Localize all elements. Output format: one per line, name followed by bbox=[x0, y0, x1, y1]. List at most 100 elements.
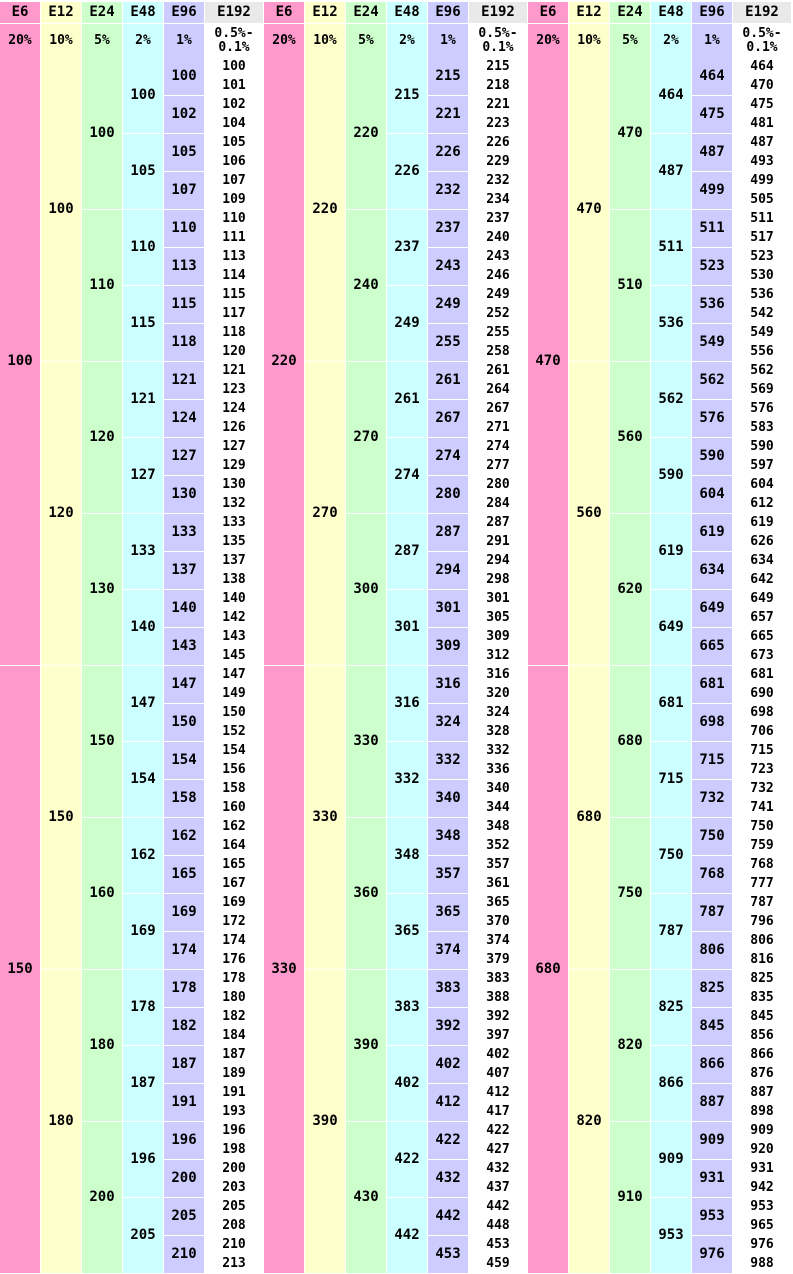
value-e96: 294 bbox=[428, 551, 468, 589]
value-e96: 422 bbox=[428, 1121, 468, 1159]
column-header-e24: E24 bbox=[82, 2, 122, 23]
value-e192: 523 bbox=[733, 247, 791, 266]
value-e48: 332 bbox=[387, 741, 427, 817]
value-e96: 158 bbox=[164, 779, 204, 817]
value-e96: 127 bbox=[164, 437, 204, 475]
tolerance-e24: 5% bbox=[82, 24, 122, 57]
value-e96: 124 bbox=[164, 399, 204, 437]
value-e96: 154 bbox=[164, 741, 204, 779]
tolerance-e48: 2% bbox=[387, 24, 427, 57]
value-e192: 172 bbox=[205, 912, 263, 931]
value-e48: 196 bbox=[123, 1121, 163, 1197]
value-e96: 392 bbox=[428, 1007, 468, 1045]
value-e192: 517 bbox=[733, 228, 791, 247]
value-e48: 115 bbox=[123, 285, 163, 361]
value-e48: 402 bbox=[387, 1045, 427, 1121]
value-e192: 213 bbox=[205, 1254, 263, 1273]
value-e192: 277 bbox=[469, 456, 527, 475]
value-e192: 392 bbox=[469, 1007, 527, 1026]
value-e48: 866 bbox=[651, 1045, 691, 1121]
value-e48: 162 bbox=[123, 817, 163, 893]
value-e24: 150 bbox=[82, 665, 122, 817]
column-header-e96: E96 bbox=[692, 2, 732, 23]
value-e96: 100 bbox=[164, 57, 204, 95]
value-e192: 876 bbox=[733, 1064, 791, 1083]
value-e48: 301 bbox=[387, 589, 427, 665]
value-e192: 324 bbox=[469, 703, 527, 722]
value-e6: 470 bbox=[528, 57, 568, 665]
value-e192: 187 bbox=[205, 1045, 263, 1064]
value-e12: 120 bbox=[41, 361, 81, 665]
value-e96: 121 bbox=[164, 361, 204, 399]
value-e96: 274 bbox=[428, 437, 468, 475]
value-e192: 152 bbox=[205, 722, 263, 741]
value-e96: 215 bbox=[428, 57, 468, 95]
value-e192: 470 bbox=[733, 76, 791, 95]
value-e12: 680 bbox=[569, 665, 609, 969]
value-e192: 106 bbox=[205, 152, 263, 171]
column-header-e96: E96 bbox=[164, 2, 204, 23]
value-e96: 110 bbox=[164, 209, 204, 247]
value-e192: 542 bbox=[733, 304, 791, 323]
column-header-e24: E24 bbox=[346, 2, 386, 23]
value-e192: 499 bbox=[733, 171, 791, 190]
value-e192: 158 bbox=[205, 779, 263, 798]
value-e192: 374 bbox=[469, 931, 527, 950]
value-e96: 115 bbox=[164, 285, 204, 323]
value-e192: 312 bbox=[469, 646, 527, 665]
value-e192: 138 bbox=[205, 570, 263, 589]
value-e192: 634 bbox=[733, 551, 791, 570]
value-e96: 866 bbox=[692, 1045, 732, 1083]
value-e192: 147 bbox=[205, 665, 263, 684]
value-e96: 374 bbox=[428, 931, 468, 969]
value-e96: 887 bbox=[692, 1083, 732, 1121]
value-e96: 634 bbox=[692, 551, 732, 589]
value-e192: 107 bbox=[205, 171, 263, 190]
column-header-e12: E12 bbox=[305, 2, 345, 23]
value-e96: 681 bbox=[692, 665, 732, 703]
value-e96: 340 bbox=[428, 779, 468, 817]
value-e48: 147 bbox=[123, 665, 163, 741]
column-header-e6: E6 bbox=[264, 2, 304, 23]
value-e192: 698 bbox=[733, 703, 791, 722]
value-e192: 388 bbox=[469, 988, 527, 1007]
value-e192: 706 bbox=[733, 722, 791, 741]
value-e48: 215 bbox=[387, 57, 427, 133]
value-e192: 137 bbox=[205, 551, 263, 570]
value-e48: 590 bbox=[651, 437, 691, 513]
value-e192: 267 bbox=[469, 399, 527, 418]
value-e96: 732 bbox=[692, 779, 732, 817]
tolerance-e6: 20% bbox=[264, 24, 304, 57]
value-e96: 523 bbox=[692, 247, 732, 285]
value-e192: 167 bbox=[205, 874, 263, 893]
value-e192: 127 bbox=[205, 437, 263, 456]
column-header-e192: E192 bbox=[733, 2, 791, 23]
value-e192: 442 bbox=[469, 1197, 527, 1216]
value-e24: 750 bbox=[610, 817, 650, 969]
value-e192: 162 bbox=[205, 817, 263, 836]
tolerance-e12: 10% bbox=[41, 24, 81, 57]
value-e192: 556 bbox=[733, 342, 791, 361]
value-e192: 407 bbox=[469, 1064, 527, 1083]
value-e96: 487 bbox=[692, 133, 732, 171]
value-e192: 379 bbox=[469, 950, 527, 969]
value-e48: 140 bbox=[123, 589, 163, 665]
value-e48: 511 bbox=[651, 209, 691, 285]
value-e192: 189 bbox=[205, 1064, 263, 1083]
value-e192: 284 bbox=[469, 494, 527, 513]
value-e192: 448 bbox=[469, 1216, 527, 1235]
value-e48: 187 bbox=[123, 1045, 163, 1121]
column-header-e96: E96 bbox=[428, 2, 468, 23]
value-e96: 698 bbox=[692, 703, 732, 741]
value-e192: 417 bbox=[469, 1102, 527, 1121]
value-e6: 150 bbox=[0, 665, 40, 1273]
value-e96: 118 bbox=[164, 323, 204, 361]
value-e192: 825 bbox=[733, 969, 791, 988]
value-e48: 442 bbox=[387, 1197, 427, 1273]
value-e192: 113 bbox=[205, 247, 263, 266]
value-e48: 105 bbox=[123, 133, 163, 209]
value-e192: 226 bbox=[469, 133, 527, 152]
value-e192: 215 bbox=[469, 57, 527, 76]
value-e48: 365 bbox=[387, 893, 427, 969]
value-e192: 164 bbox=[205, 836, 263, 855]
